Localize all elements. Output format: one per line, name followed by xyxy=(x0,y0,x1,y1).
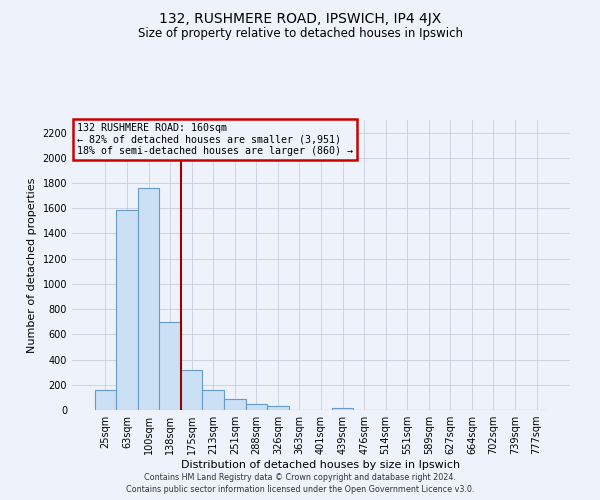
Bar xyxy=(160,322,181,410)
Bar xyxy=(116,210,138,410)
Bar xyxy=(332,408,353,410)
Text: Contains HM Land Registry data © Crown copyright and database right 2024.: Contains HM Land Registry data © Crown c… xyxy=(144,472,456,482)
Bar xyxy=(202,390,224,410)
Text: 132, RUSHMERE ROAD, IPSWICH, IP4 4JX: 132, RUSHMERE ROAD, IPSWICH, IP4 4JX xyxy=(159,12,441,26)
X-axis label: Distribution of detached houses by size in Ipswich: Distribution of detached houses by size … xyxy=(181,460,461,470)
Text: 132 RUSHMERE ROAD: 160sqm
← 82% of detached houses are smaller (3,951)
18% of se: 132 RUSHMERE ROAD: 160sqm ← 82% of detac… xyxy=(77,123,353,156)
Bar xyxy=(267,406,289,410)
Bar xyxy=(181,370,202,410)
Bar xyxy=(95,390,116,410)
Bar xyxy=(138,188,160,410)
Bar xyxy=(224,400,245,410)
Text: Size of property relative to detached houses in Ipswich: Size of property relative to detached ho… xyxy=(137,28,463,40)
Y-axis label: Number of detached properties: Number of detached properties xyxy=(27,178,37,352)
Bar xyxy=(245,404,267,410)
Text: Contains public sector information licensed under the Open Government Licence v3: Contains public sector information licen… xyxy=(126,485,474,494)
